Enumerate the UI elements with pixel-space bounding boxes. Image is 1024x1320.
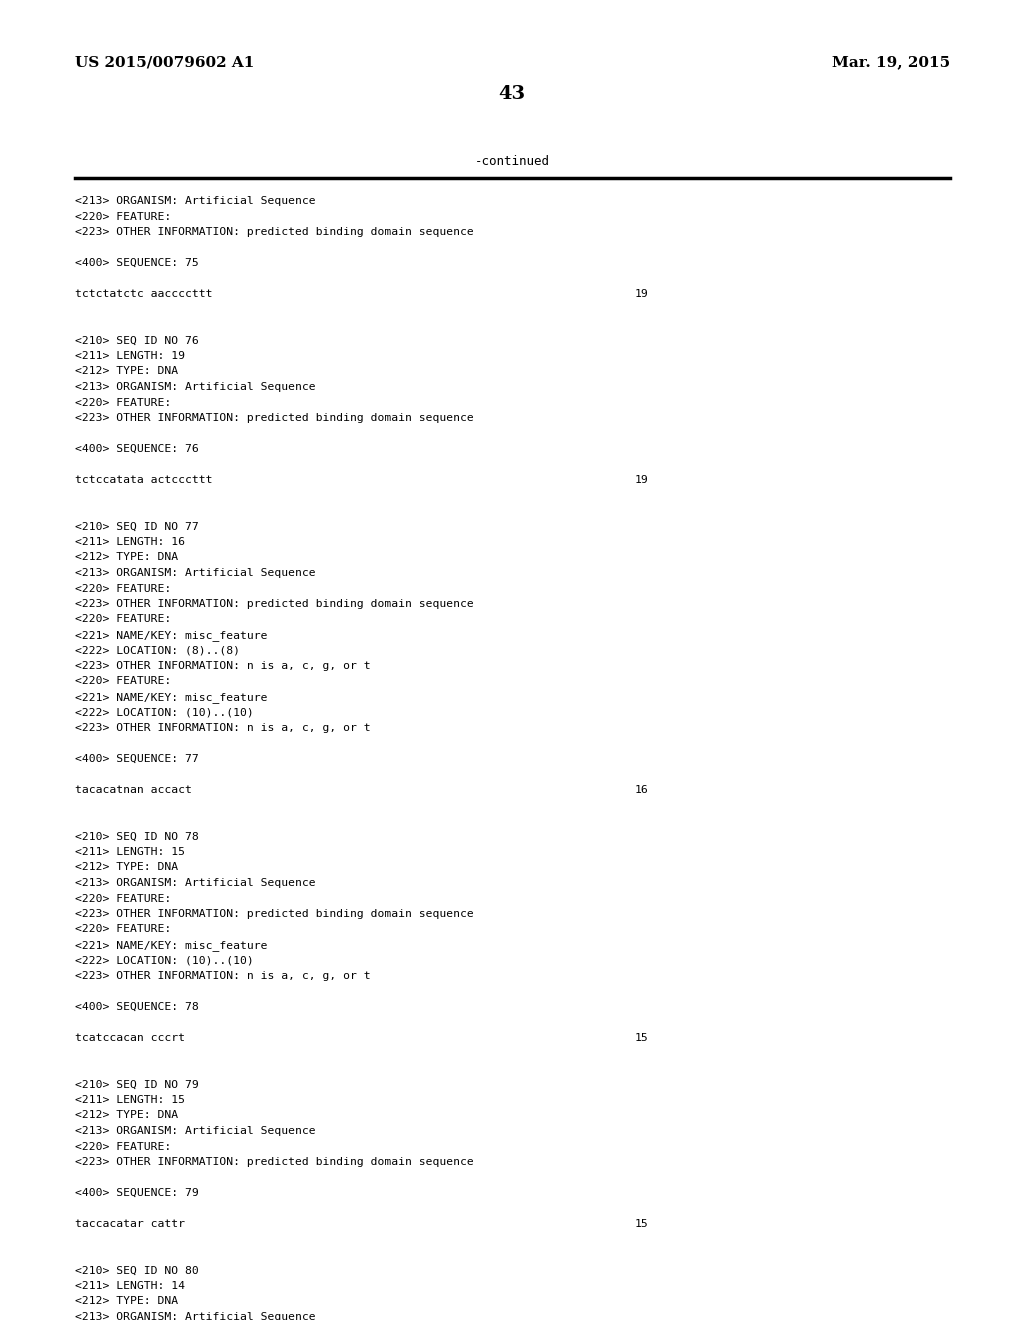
Text: <223> OTHER INFORMATION: predicted binding domain sequence: <223> OTHER INFORMATION: predicted bindi… xyxy=(75,227,474,238)
Text: Mar. 19, 2015: Mar. 19, 2015 xyxy=(831,55,950,69)
Text: tacacatnan accact: tacacatnan accact xyxy=(75,785,191,795)
Text: <220> FEATURE:: <220> FEATURE: xyxy=(75,924,171,935)
Text: <211> LENGTH: 16: <211> LENGTH: 16 xyxy=(75,537,185,546)
Text: <213> ORGANISM: Artificial Sequence: <213> ORGANISM: Artificial Sequence xyxy=(75,381,315,392)
Text: <400> SEQUENCE: 78: <400> SEQUENCE: 78 xyxy=(75,1002,199,1012)
Text: <212> TYPE: DNA: <212> TYPE: DNA xyxy=(75,862,178,873)
Text: 15: 15 xyxy=(635,1034,649,1043)
Text: <211> LENGTH: 14: <211> LENGTH: 14 xyxy=(75,1280,185,1291)
Text: <212> TYPE: DNA: <212> TYPE: DNA xyxy=(75,1296,178,1307)
Text: <210> SEQ ID NO 78: <210> SEQ ID NO 78 xyxy=(75,832,199,842)
Text: <223> OTHER INFORMATION: predicted binding domain sequence: <223> OTHER INFORMATION: predicted bindi… xyxy=(75,413,474,422)
Text: <400> SEQUENCE: 79: <400> SEQUENCE: 79 xyxy=(75,1188,199,1199)
Text: tcatccacan cccrt: tcatccacan cccrt xyxy=(75,1034,185,1043)
Text: <223> OTHER INFORMATION: n is a, c, g, or t: <223> OTHER INFORMATION: n is a, c, g, o… xyxy=(75,972,371,981)
Text: <220> FEATURE:: <220> FEATURE: xyxy=(75,894,171,903)
Text: tctctatctc aaccccttt: tctctatctc aaccccttt xyxy=(75,289,213,300)
Text: <220> FEATURE:: <220> FEATURE: xyxy=(75,397,171,408)
Text: <213> ORGANISM: Artificial Sequence: <213> ORGANISM: Artificial Sequence xyxy=(75,878,315,888)
Text: <212> TYPE: DNA: <212> TYPE: DNA xyxy=(75,553,178,562)
Text: <222> LOCATION: (8)..(8): <222> LOCATION: (8)..(8) xyxy=(75,645,240,656)
Text: US 2015/0079602 A1: US 2015/0079602 A1 xyxy=(75,55,254,69)
Text: <210> SEQ ID NO 79: <210> SEQ ID NO 79 xyxy=(75,1080,199,1089)
Text: 43: 43 xyxy=(499,84,525,103)
Text: <223> OTHER INFORMATION: predicted binding domain sequence: <223> OTHER INFORMATION: predicted bindi… xyxy=(75,909,474,919)
Text: <223> OTHER INFORMATION: n is a, c, g, or t: <223> OTHER INFORMATION: n is a, c, g, o… xyxy=(75,723,371,733)
Text: 15: 15 xyxy=(635,1218,649,1229)
Text: <210> SEQ ID NO 80: <210> SEQ ID NO 80 xyxy=(75,1266,199,1275)
Text: <210> SEQ ID NO 76: <210> SEQ ID NO 76 xyxy=(75,335,199,346)
Text: <213> ORGANISM: Artificial Sequence: <213> ORGANISM: Artificial Sequence xyxy=(75,1126,315,1137)
Text: <211> LENGTH: 15: <211> LENGTH: 15 xyxy=(75,847,185,857)
Text: <212> TYPE: DNA: <212> TYPE: DNA xyxy=(75,367,178,376)
Text: <400> SEQUENCE: 77: <400> SEQUENCE: 77 xyxy=(75,754,199,764)
Text: tctccatata actcccttt: tctccatata actcccttt xyxy=(75,475,213,484)
Text: <220> FEATURE:: <220> FEATURE: xyxy=(75,676,171,686)
Text: <223> OTHER INFORMATION: predicted binding domain sequence: <223> OTHER INFORMATION: predicted bindi… xyxy=(75,1158,474,1167)
Text: <212> TYPE: DNA: <212> TYPE: DNA xyxy=(75,1110,178,1121)
Text: <213> ORGANISM: Artificial Sequence: <213> ORGANISM: Artificial Sequence xyxy=(75,1312,315,1320)
Text: <400> SEQUENCE: 76: <400> SEQUENCE: 76 xyxy=(75,444,199,454)
Text: <213> ORGANISM: Artificial Sequence: <213> ORGANISM: Artificial Sequence xyxy=(75,568,315,578)
Text: <400> SEQUENCE: 75: <400> SEQUENCE: 75 xyxy=(75,257,199,268)
Text: <220> FEATURE:: <220> FEATURE: xyxy=(75,583,171,594)
Text: <220> FEATURE:: <220> FEATURE: xyxy=(75,1142,171,1151)
Text: <221> NAME/KEY: misc_feature: <221> NAME/KEY: misc_feature xyxy=(75,630,267,642)
Text: <221> NAME/KEY: misc_feature: <221> NAME/KEY: misc_feature xyxy=(75,692,267,704)
Text: <211> LENGTH: 19: <211> LENGTH: 19 xyxy=(75,351,185,360)
Text: <210> SEQ ID NO 77: <210> SEQ ID NO 77 xyxy=(75,521,199,532)
Text: 19: 19 xyxy=(635,289,649,300)
Text: <222> LOCATION: (10)..(10): <222> LOCATION: (10)..(10) xyxy=(75,708,254,718)
Text: -continued: -continued xyxy=(474,154,550,168)
Text: <220> FEATURE:: <220> FEATURE: xyxy=(75,211,171,222)
Text: <220> FEATURE:: <220> FEATURE: xyxy=(75,615,171,624)
Text: <222> LOCATION: (10)..(10): <222> LOCATION: (10)..(10) xyxy=(75,956,254,965)
Text: <221> NAME/KEY: misc_feature: <221> NAME/KEY: misc_feature xyxy=(75,940,267,950)
Text: 19: 19 xyxy=(635,475,649,484)
Text: <211> LENGTH: 15: <211> LENGTH: 15 xyxy=(75,1096,185,1105)
Text: 16: 16 xyxy=(635,785,649,795)
Text: <223> OTHER INFORMATION: n is a, c, g, or t: <223> OTHER INFORMATION: n is a, c, g, o… xyxy=(75,661,371,671)
Text: <223> OTHER INFORMATION: predicted binding domain sequence: <223> OTHER INFORMATION: predicted bindi… xyxy=(75,599,474,609)
Text: taccacatar cattr: taccacatar cattr xyxy=(75,1218,185,1229)
Text: <213> ORGANISM: Artificial Sequence: <213> ORGANISM: Artificial Sequence xyxy=(75,195,315,206)
